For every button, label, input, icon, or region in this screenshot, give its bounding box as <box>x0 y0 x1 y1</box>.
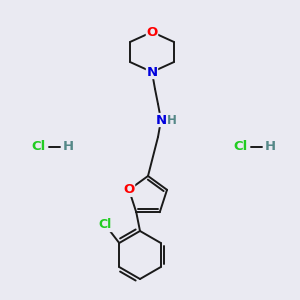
Text: O: O <box>146 26 158 38</box>
Text: Cl: Cl <box>31 140 45 154</box>
Text: H: H <box>62 140 74 154</box>
Text: H: H <box>167 113 177 127</box>
Text: H: H <box>264 140 276 154</box>
Text: Cl: Cl <box>233 140 247 154</box>
Text: N: N <box>155 113 167 127</box>
Text: O: O <box>123 183 135 196</box>
Text: Cl: Cl <box>99 218 112 232</box>
Text: N: N <box>146 65 158 79</box>
